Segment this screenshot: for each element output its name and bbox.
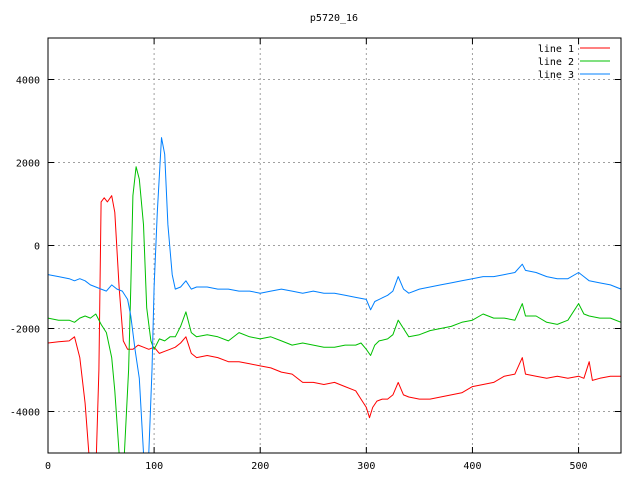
legend-label: line 2 (538, 57, 574, 68)
x-tick-label: 200 (251, 461, 269, 472)
x-tick-label: 300 (357, 461, 375, 472)
series-line-2 (48, 166, 621, 453)
y-tick-label: -4000 (10, 408, 40, 419)
chart-title: p5720_16 (310, 13, 358, 24)
legend-label: line 3 (538, 70, 574, 81)
x-tick-label: 100 (145, 461, 163, 472)
legend-label: line 1 (538, 44, 574, 55)
y-tick-labels: -4000 -2000 0 2000 4000 (10, 76, 40, 419)
grid-lines (48, 38, 621, 453)
y-tick-label: 4000 (16, 76, 40, 87)
x-tick-label: 500 (570, 461, 588, 472)
series-line-1 (48, 195, 621, 453)
y-tick-label: 0 (34, 242, 40, 253)
series-line-3 (48, 137, 621, 453)
x-tick-label: 0 (45, 461, 51, 472)
x-tick-labels: 0 100 200 300 400 500 (45, 461, 588, 472)
plot-frame (47, 37, 622, 454)
legend: line 1 line 2 line 3 (538, 44, 610, 81)
y-tick-label: -2000 (10, 325, 40, 336)
y-tick-label: 2000 (16, 159, 40, 170)
x-tick-label: 400 (463, 461, 481, 472)
series-lines (48, 137, 621, 453)
